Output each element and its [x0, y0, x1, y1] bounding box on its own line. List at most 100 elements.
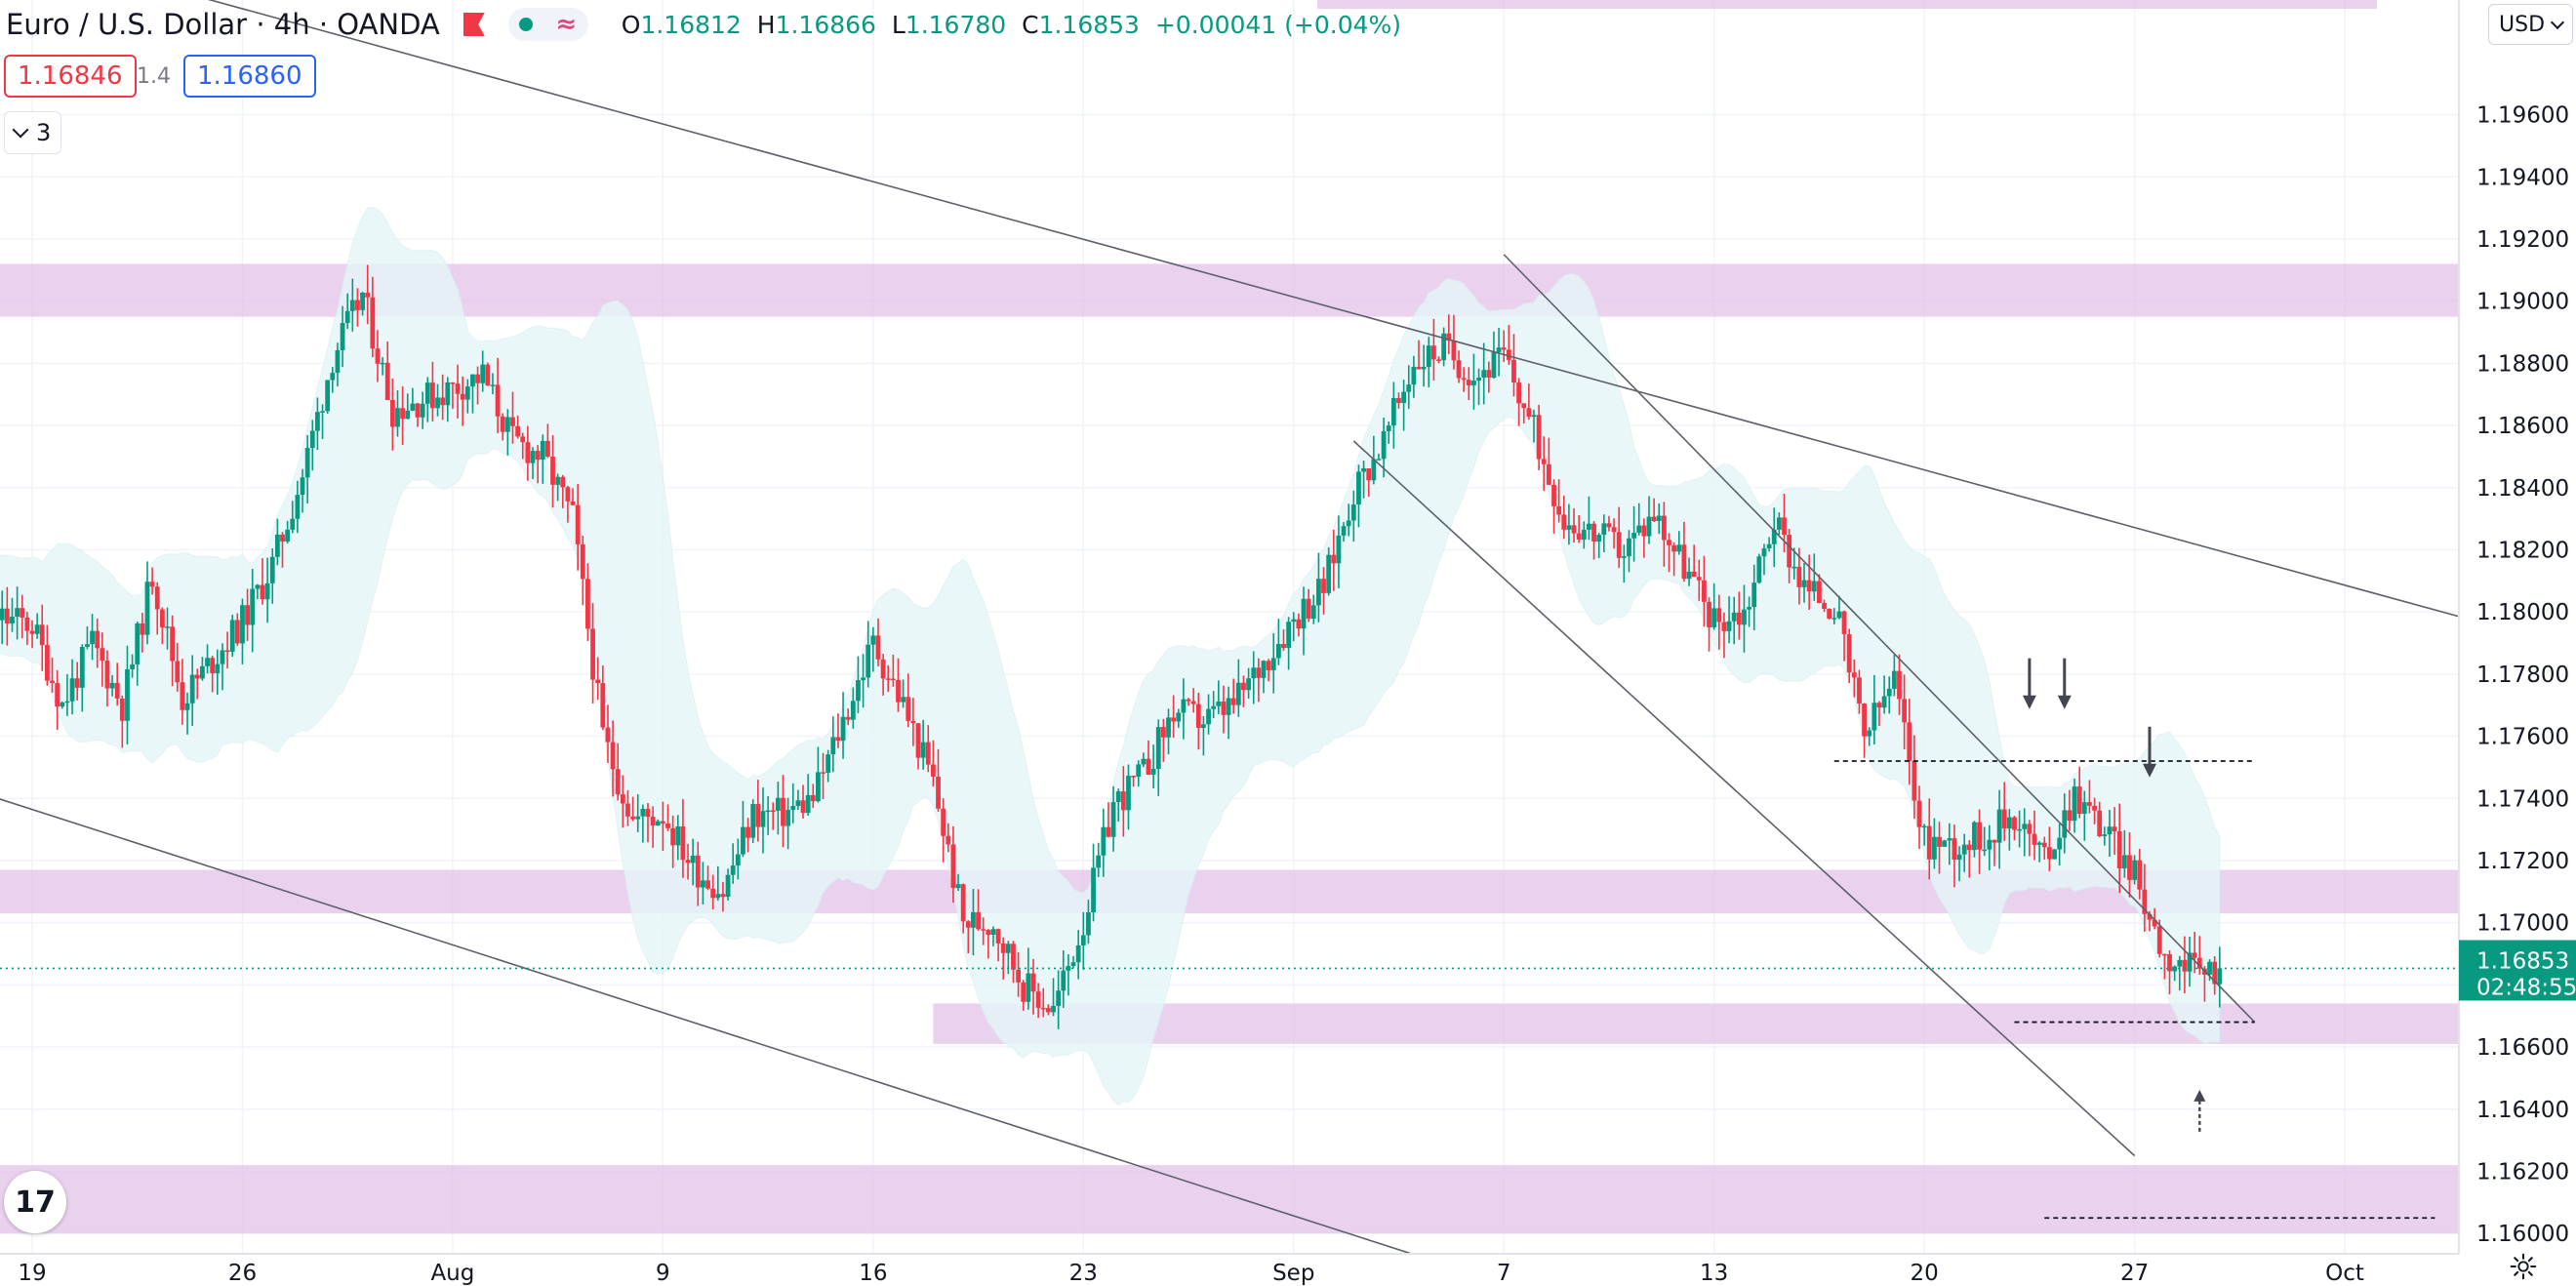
candle	[34, 613, 40, 639]
candle	[1431, 318, 1436, 382]
candle	[1491, 331, 1497, 379]
arrow-down-icon	[2022, 658, 2036, 709]
time-axis[interactable]: 19 26 Aug 9 16 23 Sep 7 13 20 27 Oct	[0, 1253, 2576, 1286]
candle	[941, 798, 946, 863]
chevron-down-icon	[2550, 15, 2565, 29]
market-status-pill[interactable]: ≈	[507, 8, 588, 41]
candle	[825, 749, 831, 783]
currency-button[interactable]: USD	[2488, 4, 2574, 45]
candle	[1846, 628, 1852, 684]
candle	[950, 825, 956, 904]
candle	[1566, 503, 1572, 545]
candle	[325, 380, 331, 414]
candle	[450, 382, 456, 409]
tradingview-logo-icon[interactable]: 17	[4, 1171, 66, 1233]
price-tick-label: 1.17000	[2476, 911, 2569, 937]
candle	[1947, 823, 1952, 865]
candle	[1171, 695, 1177, 739]
candle	[1862, 703, 1867, 758]
candle	[1211, 691, 1217, 718]
candle	[114, 663, 120, 706]
candle	[1256, 658, 1262, 703]
candle	[300, 468, 305, 513]
candle	[1636, 502, 1642, 536]
price-tick-label: 1.18800	[2476, 351, 2569, 377]
candle	[755, 780, 761, 842]
candle	[580, 535, 585, 606]
candle	[170, 615, 176, 687]
candle	[1952, 824, 1957, 888]
candle	[1651, 498, 1657, 523]
candle	[1576, 515, 1582, 543]
candle	[1776, 512, 1782, 536]
candle	[630, 796, 635, 822]
indicators-toggle[interactable]: 3	[4, 111, 62, 154]
candle	[330, 367, 336, 393]
candle	[1045, 1004, 1051, 1016]
candle	[1891, 654, 1897, 697]
candle	[2022, 808, 2028, 857]
candle	[470, 374, 475, 414]
candle	[460, 376, 465, 426]
candle	[540, 434, 545, 484]
candle	[1230, 678, 1236, 714]
candle	[760, 787, 766, 854]
symbol-title[interactable]: Euro / U.S. Dollar · 4h · OANDA	[6, 8, 440, 41]
candle	[885, 664, 891, 693]
candle	[765, 795, 771, 835]
candle	[1992, 839, 1997, 866]
chart-grid	[0, 0, 2459, 1254]
candle	[1676, 531, 1682, 555]
ohlc-low: 1.16780	[905, 10, 1007, 39]
candle	[1926, 798, 1932, 880]
symbol-header: Euro / U.S. Dollar · 4h · OANDA ≈ O1.168…	[0, 0, 1401, 49]
candle	[901, 679, 906, 708]
candle	[1120, 766, 1126, 837]
candle	[415, 402, 421, 427]
candle	[85, 626, 90, 650]
sell-price-button[interactable]: 1.16846	[4, 55, 137, 98]
candle	[1096, 842, 1102, 877]
candle	[1556, 479, 1562, 523]
candle	[1000, 937, 1006, 980]
candle	[69, 659, 75, 715]
candle	[1016, 951, 1022, 997]
candle	[1286, 617, 1292, 670]
flag-icon[interactable]	[463, 13, 485, 36]
candle	[1115, 788, 1121, 823]
candle	[1886, 676, 1892, 714]
candle	[1126, 764, 1131, 830]
buy-price-button[interactable]: 1.16860	[183, 55, 316, 98]
price-axis[interactable]: 1.19600 1.19400 1.19200 1.19000 1.18800 1.186…	[2458, 0, 2576, 1286]
candle	[1275, 619, 1281, 665]
candle	[1841, 610, 1847, 662]
candle	[995, 928, 1001, 962]
candle	[1596, 533, 1602, 559]
time-tick-label: Sep	[1272, 1261, 1314, 1286]
candle	[1181, 678, 1187, 740]
candle	[1897, 654, 1902, 715]
candle	[389, 378, 395, 451]
candle	[1390, 382, 1396, 449]
candle	[1606, 515, 1612, 532]
candle	[920, 719, 926, 770]
candle	[720, 881, 726, 912]
candle	[645, 803, 651, 843]
candle	[750, 799, 756, 844]
candle	[1747, 596, 1751, 627]
candle	[1040, 987, 1046, 1018]
market-open-dot-icon	[519, 18, 534, 31]
candle	[1216, 680, 1222, 714]
bar-countdown-label: 02:48:55	[2476, 975, 2576, 1000]
candle	[175, 642, 181, 692]
candle	[1987, 824, 1992, 870]
candle	[915, 722, 921, 770]
price-tick-label: 1.18200	[2476, 538, 2569, 563]
candle	[1056, 970, 1062, 1029]
candle	[835, 713, 841, 748]
candle	[1531, 409, 1537, 443]
candle	[1456, 350, 1462, 383]
settings-gear-icon[interactable]	[2510, 1253, 2537, 1280]
candle	[1646, 496, 1652, 544]
